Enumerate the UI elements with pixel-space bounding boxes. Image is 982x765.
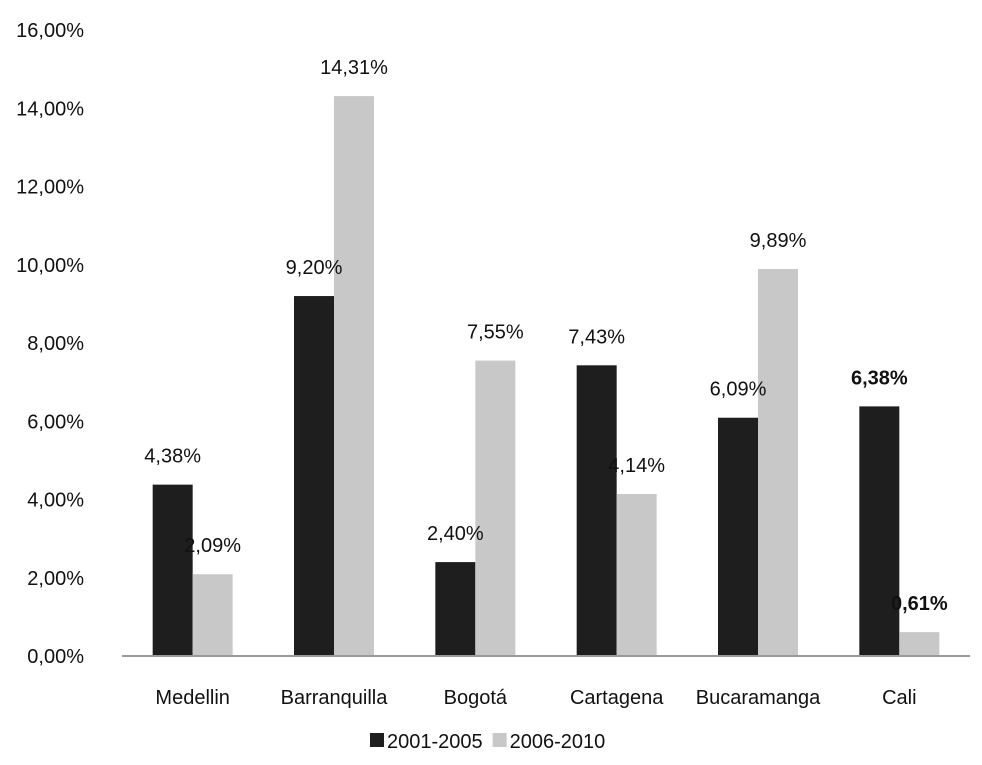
data-label: 14,31%	[320, 57, 388, 79]
bar-series1	[859, 406, 900, 656]
data-label: 6,38%	[851, 367, 908, 389]
bar-series1	[718, 417, 758, 656]
data-label: 7,55%	[467, 322, 524, 344]
bar-series2	[334, 96, 374, 657]
x-category-label: Cartagena	[570, 687, 664, 709]
chart-legend: 2001-2005 2006-2010	[370, 731, 605, 753]
y-tick-label: 8,00%	[27, 333, 84, 355]
y-axis-tick-labels: 0,00% 2,00% 4,00% 6,00% 8,00% 10,00% 12,00% 14,…	[16, 20, 84, 668]
y-tick-label: 4,00%	[27, 490, 84, 512]
bar-series2	[758, 269, 798, 656]
x-category-label: Bogotá	[444, 687, 508, 709]
data-label: 9,20%	[286, 257, 343, 279]
x-category-label: Bucaramanga	[696, 687, 821, 709]
bar-series1	[152, 484, 193, 656]
bar-series1	[294, 296, 334, 656]
data-label: 6,09%	[710, 379, 767, 401]
y-tick-label: 2,00%	[27, 568, 84, 590]
bar-series2	[616, 494, 657, 656]
data-label: 2,09%	[184, 535, 241, 557]
legend-label: 2006-2010	[510, 731, 606, 753]
x-category-label: Medellin	[155, 687, 229, 709]
bar-series2	[475, 360, 516, 656]
bar-series2	[192, 574, 233, 656]
chart-data-labels: 4,38% 2,09% 9,20% 14,31% 2,40% 7,55% 7,43% 4,14…	[144, 57, 948, 615]
data-label: 4,38%	[144, 446, 201, 468]
legend-label: 2001-2005	[387, 731, 483, 753]
bar-series1	[576, 365, 617, 656]
x-category-label: Cali	[882, 687, 916, 709]
y-tick-label: 12,00%	[16, 177, 84, 199]
legend-swatch	[492, 733, 507, 747]
data-label: 7,43%	[568, 326, 625, 348]
bar-series1	[435, 562, 476, 656]
bar-series2	[899, 632, 940, 656]
y-tick-label: 6,00%	[27, 411, 84, 433]
y-tick-label: 0,00%	[27, 646, 84, 668]
y-tick-label: 10,00%	[16, 255, 84, 277]
data-label: 0,61%	[891, 593, 948, 615]
data-label: 2,40%	[427, 523, 484, 545]
data-label: 9,89%	[750, 230, 807, 252]
legend-swatch	[370, 733, 384, 747]
x-category-label: Barranquilla	[281, 687, 389, 709]
data-label: 4,14%	[608, 455, 665, 477]
y-tick-label: 14,00%	[16, 98, 84, 120]
y-tick-label: 16,00%	[16, 20, 84, 42]
chart-bars	[152, 96, 940, 657]
x-axis-category-labels: Medellin Barranquilla Bogotá Cartagena Bucar…	[155, 687, 916, 709]
